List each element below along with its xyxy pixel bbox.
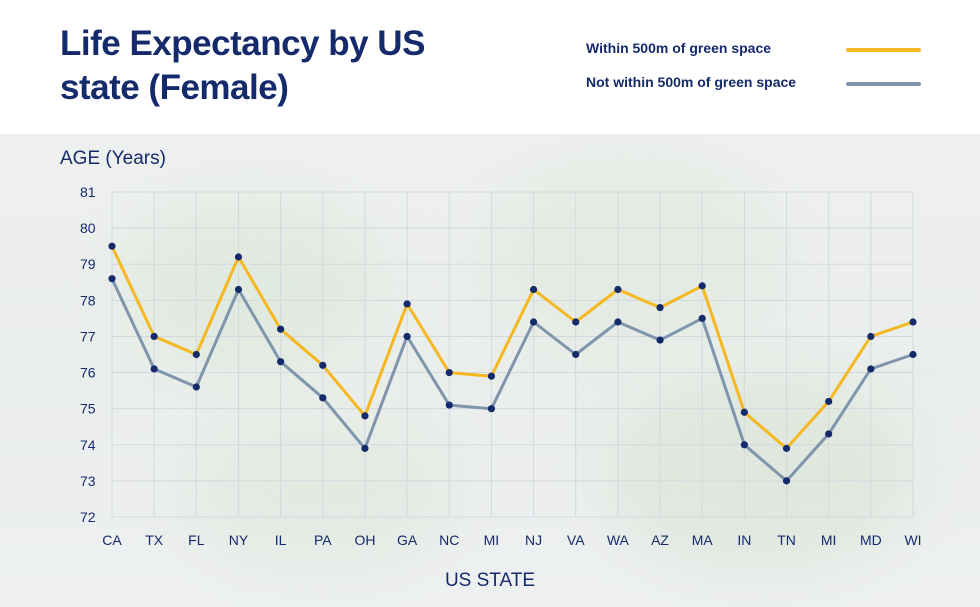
x-tick-label: PA [314,532,332,548]
data-point-no-green [487,405,496,413]
data-point-no-green [108,275,116,283]
x-tick-label: TN [777,532,796,548]
legend-item-green: Within 500m of green space [586,38,926,62]
x-tick-label: VA [567,532,585,548]
y-tick-label: 81 [80,184,96,200]
legend-label-green: Within 500m of green space [586,40,772,56]
plot-background [0,134,980,607]
data-point-green [487,372,496,380]
legend-swatch-no-green [846,82,921,86]
y-tick-label: 77 [80,328,96,344]
data-point-no-green [529,318,538,326]
data-point-no-green [445,401,453,409]
legend-swatch-green [846,48,921,52]
data-point-no-green [909,350,917,359]
data-point-green [445,368,453,377]
x-tick-label: NC [439,532,459,548]
data-point-no-green [656,336,664,344]
y-tick-label: 72 [80,509,96,525]
data-point-no-green [614,318,622,326]
x-tick-label: NY [229,532,249,548]
data-point-green [782,444,791,452]
x-tick-label: WI [904,532,921,548]
data-point-no-green [782,477,791,485]
chart-header: Life Expectancy by US state (Female) Wit… [0,0,980,134]
map-blob [480,154,780,354]
data-point-green [698,282,706,290]
chart-title: Life Expectancy by US state (Female) [60,24,425,107]
data-point-green [403,300,411,308]
data-point-green [656,303,664,312]
y-tick-label: 73 [80,473,96,489]
map-blob [120,194,380,374]
data-point-green [150,332,158,341]
legend-item-no-green: Not within 500m of green space [586,72,926,96]
data-point-no-green [825,430,833,438]
data-point-green [234,253,243,261]
data-point-no-green [698,314,706,322]
data-point-no-green [277,358,285,366]
data-point-green [192,350,200,359]
x-tick-label: OH [354,532,375,548]
data-point-no-green [361,444,369,452]
x-tick-label: WA [607,532,630,548]
x-axis-title: US STATE [444,570,536,591]
data-point-green [867,332,875,341]
x-tick-label: IL [275,532,287,548]
data-point-green [319,361,327,369]
x-tick-label: CA [102,532,122,548]
data-point-no-green [150,365,158,373]
data-point-green [361,412,369,420]
data-point-green [909,318,917,326]
data-point-no-green [403,332,411,341]
x-tick-label: AZ [651,532,669,548]
y-tick-label: 76 [80,365,96,381]
data-point-no-green [740,441,748,449]
data-point-green [277,325,285,333]
data-point-green [614,285,622,294]
data-point-no-green [192,383,200,391]
x-tick-label: TX [145,532,164,548]
data-point-no-green [319,394,327,402]
y-tick-label: 74 [80,437,96,453]
data-point-no-green [572,350,580,359]
legend-label-no-green: Not within 500m of green space [586,74,797,90]
y-tick-label: 78 [80,292,96,308]
x-tick-label: IN [737,532,751,548]
series-line-no-green [110,278,914,483]
data-point-no-green [867,365,875,373]
y-tick-label: 80 [80,220,96,236]
x-tick-label: MD [860,532,882,548]
series-line-green [110,245,914,450]
map-blob [180,414,460,574]
data-point-green [825,397,833,406]
map-blob [600,374,920,574]
data-point-green [108,242,116,250]
data-point-green [529,285,538,294]
x-tick-label: GA [397,532,418,548]
y-axis-title: AGE (Years) [60,148,166,169]
data-point-no-green [234,285,243,294]
x-tick-label: MI [821,532,837,548]
y-tick-label: 75 [80,401,96,417]
data-point-green [572,318,580,326]
y-tick-label: 79 [80,256,96,272]
x-tick-label: MI [484,532,500,548]
data-point-green [740,408,748,416]
x-tick-label: NJ [525,532,542,548]
x-tick-label: MA [692,532,714,548]
x-tick-label: FL [188,532,205,548]
